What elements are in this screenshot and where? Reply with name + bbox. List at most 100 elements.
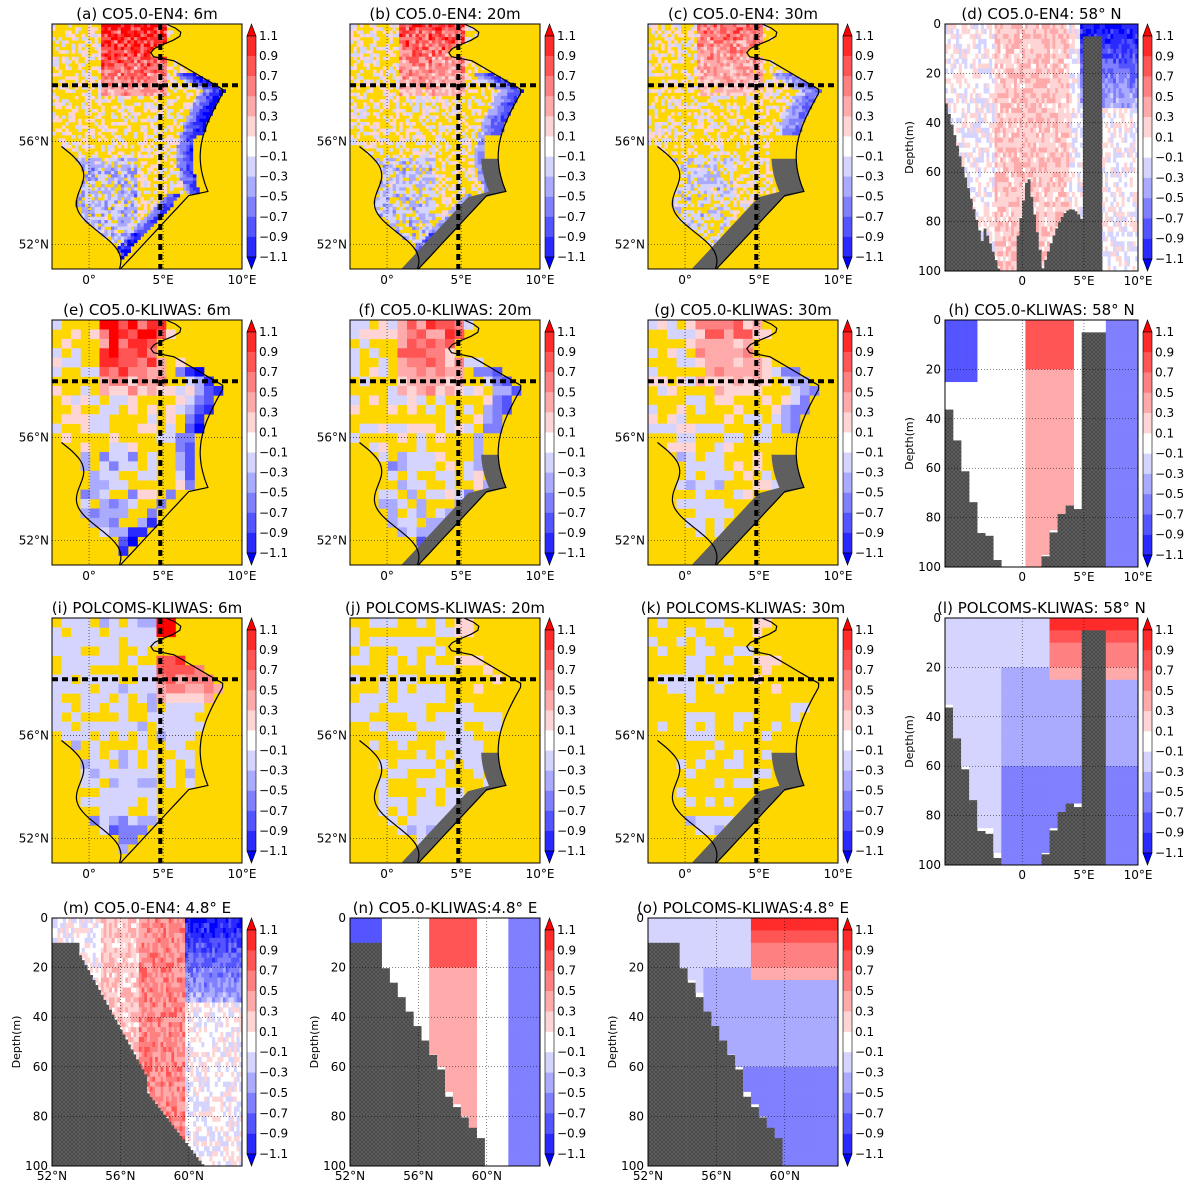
map-cell — [382, 76, 387, 80]
map-cell — [91, 76, 95, 80]
map-cell — [120, 255, 125, 260]
map-cell — [759, 99, 763, 103]
map-cell — [425, 76, 429, 80]
map-cell — [104, 73, 108, 77]
map-cell — [693, 73, 698, 77]
map-cell — [52, 367, 62, 377]
map-cell — [684, 187, 688, 191]
map-cell — [55, 46, 59, 51]
map-cell — [147, 171, 151, 175]
map-cell — [422, 203, 426, 208]
map-cell — [664, 144, 668, 149]
map-cell — [127, 53, 131, 57]
map-cell — [418, 43, 423, 48]
map-cell — [97, 229, 102, 234]
map-cell — [405, 95, 410, 100]
map-cell — [137, 63, 141, 67]
map-cell — [739, 69, 744, 74]
map-cell — [690, 59, 695, 64]
map-cell — [690, 131, 695, 136]
map-cell — [422, 24, 426, 28]
map-cell — [706, 154, 711, 159]
map-cell — [729, 177, 734, 182]
colorbar-frame — [544, 35, 555, 258]
map-cell — [185, 376, 195, 387]
map-cell — [169, 125, 174, 129]
map-cell — [78, 151, 82, 155]
map-cell — [700, 203, 704, 208]
map-cell — [716, 216, 721, 221]
map-cell — [99, 404, 110, 415]
map-cell — [183, 161, 187, 165]
map-cell — [402, 197, 406, 201]
map-cell — [179, 69, 184, 74]
map-cell — [120, 180, 125, 185]
map-cell — [458, 108, 462, 113]
map-cell — [350, 115, 354, 120]
map-cell — [474, 69, 479, 74]
map-cell — [118, 320, 129, 330]
map-cell — [408, 73, 413, 77]
map-cell — [474, 180, 479, 185]
map-cell — [183, 131, 187, 136]
map-cell — [88, 76, 92, 80]
map-cell — [422, 43, 426, 48]
map-cell — [461, 92, 465, 97]
map-cell — [782, 76, 786, 80]
map-cell — [104, 206, 108, 211]
map-cell — [99, 461, 110, 472]
map-cell — [405, 24, 410, 28]
map-cell — [143, 92, 148, 97]
map-cell — [408, 99, 413, 103]
map-cell — [140, 27, 145, 31]
map-cell — [703, 141, 708, 146]
map-cell — [94, 210, 99, 214]
map-cell — [736, 125, 741, 129]
map-cell — [448, 112, 452, 116]
map-cell — [104, 167, 108, 172]
map-cell — [435, 141, 439, 146]
map-cell — [137, 385, 148, 396]
map-cell — [481, 118, 485, 123]
map-cell — [147, 357, 157, 368]
map-cell — [94, 193, 99, 198]
map-cell — [431, 37, 436, 41]
map-cell — [487, 86, 492, 90]
map-cell — [84, 56, 89, 61]
map-cell — [772, 63, 777, 67]
map-cell — [169, 203, 174, 208]
colorbar-tick-label: −0.5 — [259, 486, 288, 500]
map-cell — [133, 115, 138, 120]
map-cell — [765, 92, 770, 97]
map-cell — [192, 118, 197, 123]
map-cell — [785, 102, 790, 106]
map-cell — [137, 226, 141, 231]
map-cell — [772, 92, 777, 97]
map-cell — [418, 216, 423, 221]
map-cell — [733, 50, 737, 54]
map-cell — [379, 86, 384, 90]
map-cell — [133, 190, 138, 195]
map-cell — [477, 112, 482, 116]
map-cell — [425, 30, 429, 35]
map-cell — [700, 24, 704, 28]
map-cell — [128, 367, 138, 377]
map-cell — [700, 89, 704, 93]
map-cell — [700, 69, 704, 74]
map-cell — [471, 174, 475, 178]
map-cell — [716, 177, 721, 182]
map-cell — [481, 79, 485, 84]
map-cell — [176, 138, 181, 142]
map-cell — [700, 53, 704, 57]
map-cell — [189, 138, 194, 142]
map-cell — [428, 171, 433, 175]
map-cell — [752, 40, 757, 44]
map-cell — [677, 43, 682, 48]
x-tick-label: 5°E — [153, 273, 174, 287]
map-cell — [461, 24, 465, 28]
map-cell — [147, 226, 151, 231]
map-cell — [441, 102, 446, 106]
map-cell — [140, 30, 145, 35]
map-cell — [716, 171, 721, 175]
map-cell — [474, 177, 479, 182]
